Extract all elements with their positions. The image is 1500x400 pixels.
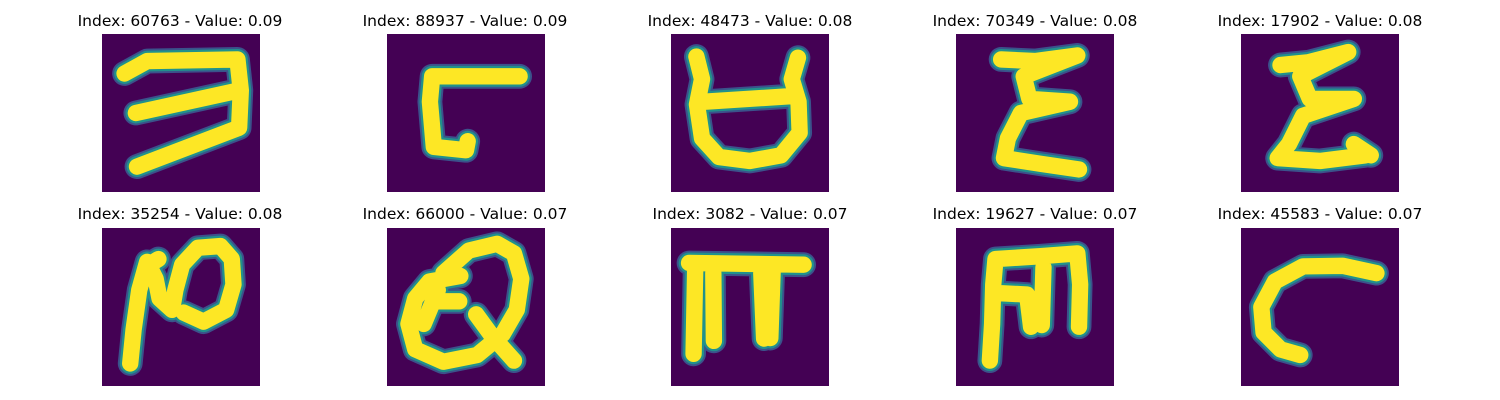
panel-title: Index: 88937 - Value: 0.09	[362, 12, 568, 30]
character-glyph-60763	[102, 34, 260, 192]
character-image	[956, 228, 1114, 386]
character-glyph-88937	[387, 34, 545, 192]
panel-title: Index: 35254 - Value: 0.08	[77, 205, 283, 223]
character-glyph-19627	[956, 228, 1114, 386]
character-glyph-66000	[387, 228, 545, 386]
character-image	[1241, 34, 1399, 192]
character-image	[102, 228, 260, 386]
character-image	[387, 34, 545, 192]
character-glyph-48473	[671, 34, 829, 192]
character-glyph-35254	[102, 228, 260, 386]
panel-title: Index: 3082 - Value: 0.07	[652, 205, 848, 223]
character-image	[671, 34, 829, 192]
character-image	[956, 34, 1114, 192]
panel-title: Index: 48473 - Value: 0.08	[647, 12, 853, 30]
character-glyph-70349	[956, 34, 1114, 192]
panel-title: Index: 70349 - Value: 0.08	[932, 12, 1138, 30]
panel-title: Index: 45583 - Value: 0.07	[1217, 205, 1423, 223]
panel-title: Index: 66000 - Value: 0.07	[362, 205, 568, 223]
panel-title: Index: 60763 - Value: 0.09	[77, 12, 283, 30]
character-image	[1241, 228, 1399, 386]
character-image	[102, 34, 260, 192]
character-glyph-17902	[1241, 34, 1399, 192]
character-image	[671, 228, 829, 386]
panel-title: Index: 17902 - Value: 0.08	[1217, 12, 1423, 30]
character-glyph-45583	[1241, 228, 1399, 386]
character-glyph-3082	[671, 228, 829, 386]
character-image	[387, 228, 545, 386]
panel-title: Index: 19627 - Value: 0.07	[932, 205, 1138, 223]
